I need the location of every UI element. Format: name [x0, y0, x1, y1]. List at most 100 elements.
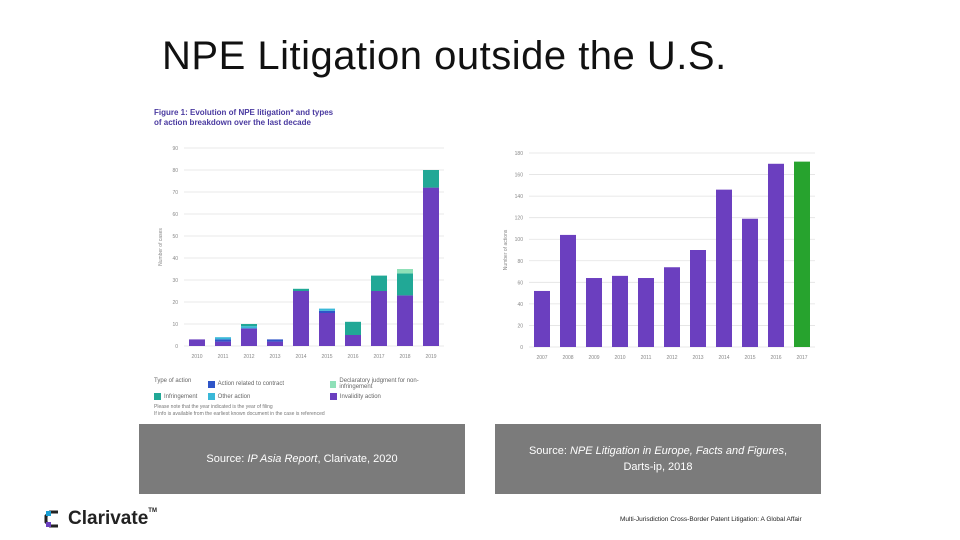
legend-item-infringement: Infringement: [154, 393, 200, 400]
slide-footer: Multi-Jurisdiction Cross-Border Patent L…: [620, 516, 802, 523]
bar-segment: [397, 269, 413, 274]
bar: [768, 163, 784, 347]
bar-segment: [241, 326, 257, 329]
chart-note: Please note that the year indicated is t…: [154, 404, 273, 410]
x-tick-label: 2014: [718, 355, 729, 361]
source-prefix: Source:: [528, 445, 570, 457]
y-tick-label: 40: [172, 256, 178, 262]
legend-swatch: [329, 393, 337, 400]
x-tick-label: 2017: [373, 354, 384, 360]
bar: [742, 218, 758, 347]
y-tick-label: 10: [172, 322, 178, 328]
legend-swatch: [329, 380, 337, 388]
y-tick-label: 20: [172, 300, 178, 306]
x-tick-label: 2019: [425, 354, 436, 360]
x-tick-label: 2015: [744, 355, 755, 361]
y-axis-label: Number of cases: [158, 228, 164, 266]
source-title: NPE Litigation in Europe, Facts and Figu…: [569, 445, 784, 457]
logo-trademark: TM: [148, 508, 157, 514]
source-suffix: ,: [783, 445, 788, 457]
bar-segment: [319, 310, 335, 313]
bar-segment: [215, 337, 231, 340]
x-tick-label: 2011: [218, 354, 229, 360]
y-tick-label: 0: [175, 344, 178, 350]
bar-segment: [215, 341, 231, 346]
legend-label: Infringement: [164, 393, 198, 400]
legend-swatch: [154, 393, 161, 400]
bar-segment: [423, 187, 439, 346]
y-tick-label: 40: [517, 302, 523, 308]
bar-segment: [189, 339, 205, 346]
bar-segment: [241, 328, 257, 346]
x-tick-label: 2016: [347, 354, 358, 360]
y-tick-label: 180: [515, 151, 524, 157]
chart-legend: Type of action Action related to contrac…: [154, 378, 444, 403]
right-source-box: Source: NPE Litigation in Europe, Facts …: [495, 424, 821, 494]
legend-label: Declaratory judgment for non-infringemen…: [339, 378, 419, 390]
y-tick-label: 80: [172, 168, 178, 174]
x-tick-label: 2012: [243, 354, 254, 360]
bar-segment: [215, 339, 231, 342]
source-line2: Darts-ip, 2018: [623, 461, 693, 473]
y-tick-label: 60: [172, 212, 178, 218]
bar: [638, 278, 654, 347]
chart-note: If info is available from the earliest k…: [154, 411, 325, 417]
x-tick-label: 2017: [796, 355, 807, 361]
x-tick-label: 2009: [588, 355, 599, 361]
source-title: IP Asia Report: [247, 453, 318, 465]
figure-heading: Figure 1: Evolution of NPE litigation* a…: [154, 108, 354, 128]
bar: [690, 250, 706, 347]
x-tick-label: 2014: [295, 354, 306, 360]
x-tick-label: 2018: [399, 354, 410, 360]
y-tick-label: 120: [515, 216, 524, 222]
legend-label: Invalidity action: [339, 393, 381, 400]
x-tick-label: 2013: [692, 355, 703, 361]
y-tick-label: 60: [517, 280, 523, 286]
bar-segment: [371, 275, 387, 291]
y-tick-label: 30: [172, 278, 178, 284]
y-tick-label: 70: [172, 190, 178, 196]
x-tick-label: 2015: [321, 354, 332, 360]
clarivate-logo-icon: [44, 510, 58, 528]
y-tick-label: 50: [172, 234, 178, 240]
y-tick-label: 0: [520, 345, 523, 351]
logo-wordmark: Clarivate: [68, 508, 149, 529]
bar-segment: [397, 295, 413, 346]
logo-text: ClarivateTM: [68, 508, 157, 530]
legend-label: Action related to contract: [217, 381, 285, 387]
source-prefix: Source:: [206, 453, 248, 465]
legend-swatch: [207, 380, 215, 388]
x-tick-label: 2013: [269, 354, 280, 360]
x-tick-label: 2010: [191, 354, 202, 360]
chart-notes: Please note that the year indicated is t…: [154, 404, 454, 418]
bar-segment: [319, 313, 335, 346]
left-chart-svg: 0 10 20 30 40 50 60 70 80 90 Number of cases 2010 20…: [158, 146, 444, 360]
right-bar-chart: 0 20 40 60 80 100 120 140 160 180 Number of action…: [495, 144, 825, 366]
bar: [612, 275, 628, 347]
right-source-text: Source: NPE Litigation in Europe, Facts …: [529, 443, 787, 475]
y-tick-label: 90: [172, 146, 178, 152]
bar-segment: [371, 291, 387, 346]
bar-segment: [423, 170, 439, 188]
x-tick-label: 2012: [666, 355, 677, 361]
bar: [716, 189, 732, 347]
x-tick-label: 2008: [562, 355, 573, 361]
clarivate-logo: ClarivateTM: [44, 508, 157, 530]
slide-title: NPE Litigation outside the U.S.: [162, 34, 727, 78]
bar: [534, 290, 550, 347]
bar: [586, 278, 602, 347]
bar-segment: [241, 324, 257, 327]
x-tick-label: 2007: [536, 355, 547, 361]
legend-item-other: Other action: [207, 393, 322, 400]
y-tick-label: 20: [517, 323, 523, 329]
x-tick-label: 2010: [614, 355, 625, 361]
bar-segment: [267, 339, 283, 342]
bar-segment: [345, 321, 361, 335]
bar-segment: [293, 291, 309, 346]
right-chart-svg: 0 20 40 60 80 100 120 140 160 180 Number of action…: [503, 151, 815, 361]
bar-segment: [293, 288, 309, 291]
y-tick-label: 100: [515, 237, 524, 243]
figure-heading-line1: Figure 1: Evolution of NPE litigation* a…: [154, 108, 334, 117]
source-suffix: , Clarivate, 2020: [317, 453, 398, 465]
figure-heading-line2: of action breakdown over the last decade: [154, 118, 311, 127]
